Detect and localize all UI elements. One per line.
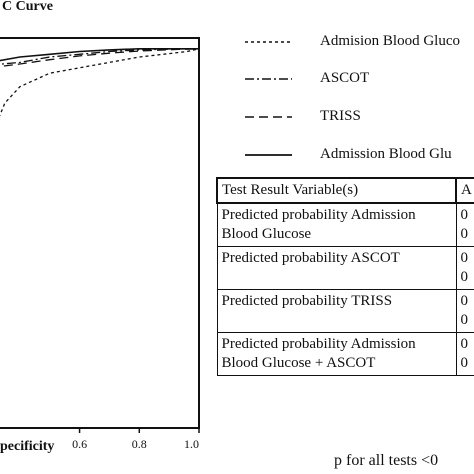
cell-value-line: 0 [460, 293, 469, 309]
x-tick-label: 0.6 [72, 437, 87, 451]
table-cell-variable: Predicted probability Admission Blood Gl… [216, 332, 457, 376]
cell-value-line: 0 [460, 355, 469, 371]
table-row: Predicted probability Admission Blood Gl… [216, 332, 474, 376]
roc-line-dash-dot [0, 48, 199, 65]
x-axis-label: pecificity [0, 439, 55, 454]
table-cell-variable: Predicted probability Admission Blood Gl… [216, 202, 457, 247]
legend-label: Admission Blood Glu [320, 146, 452, 162]
cell-value-line: 0 [460, 269, 469, 285]
chart-title: C Curve [2, 0, 53, 14]
plot-frame [0, 37, 200, 429]
roc-line-solid [0, 48, 199, 62]
table-row: Predicted probability Admission Blood Gl… [216, 202, 474, 247]
roc-line-dotted [0, 48, 200, 117]
table-header-row: Test Result Variable(s) A [216, 177, 474, 204]
footnote: p for all tests <0 [334, 452, 439, 469]
legend-label: Admision Blood Gluco [320, 33, 461, 49]
table-header-variable: Test Result Variable(s) [216, 177, 457, 204]
legend-label: TRISS [320, 108, 361, 124]
cell-value-line: 0 [460, 226, 469, 242]
x-tick-label: 0.8 [132, 437, 147, 451]
cell-value-line: 0 [460, 250, 469, 266]
results-table: Test Result Variable(s) A Predicted prob… [216, 177, 474, 376]
legend-label: ASCOT [320, 70, 370, 86]
cell-value-line: 0 [460, 312, 469, 328]
cell-value-line: 0 [460, 336, 469, 352]
roc-line-dashed [0, 48, 200, 68]
table-cell-variable: Predicted probability TRISS [216, 289, 457, 333]
table-cell-variable: Predicted probability ASCOT [216, 246, 457, 290]
cell-value-line: 0 [460, 207, 469, 223]
table-header-area: A [455, 177, 474, 204]
x-tick-label: 1.0 [184, 437, 199, 451]
